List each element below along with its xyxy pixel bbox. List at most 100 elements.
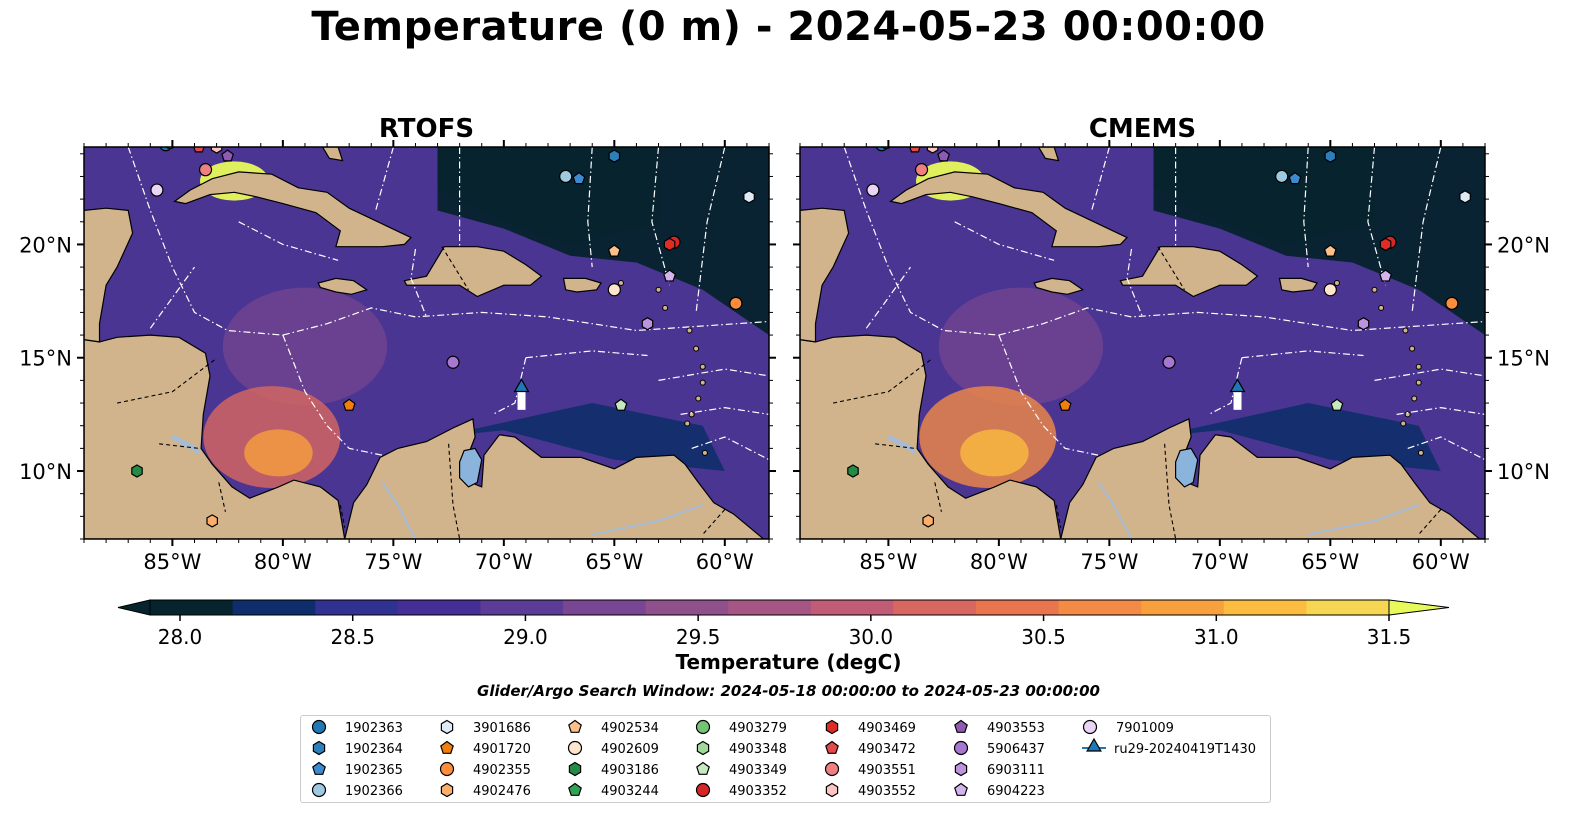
country-border bbox=[1055, 504, 1062, 528]
float-1902365 bbox=[1288, 171, 1302, 185]
legend: 1902363 1902364 1902365 1902366 3901686 49017… bbox=[300, 715, 1271, 803]
warm-central-region bbox=[938, 287, 1104, 406]
panel-title: CMEMS bbox=[1089, 114, 1196, 144]
legend-label: 1902365 bbox=[345, 763, 403, 778]
float-6903111 bbox=[641, 317, 654, 331]
central-america-land bbox=[84, 334, 346, 539]
map-frame bbox=[799, 146, 1486, 540]
warm-sw-core bbox=[244, 429, 313, 477]
legend-item: 1902366 bbox=[311, 782, 403, 799]
puerto-rico-land bbox=[1278, 277, 1319, 293]
map-content bbox=[800, 147, 1485, 539]
legend-marker bbox=[695, 719, 711, 735]
orinoco-river bbox=[1308, 504, 1420, 536]
legend-label: 5906437 bbox=[987, 742, 1045, 757]
float-1902364 bbox=[608, 149, 621, 163]
legend-label: 4902609 bbox=[601, 742, 659, 757]
legend-label: 3901686 bbox=[473, 721, 531, 736]
legend-item: 5906437 bbox=[953, 740, 1045, 757]
eez-boundary bbox=[410, 248, 428, 318]
eez-boundary bbox=[587, 147, 593, 268]
x-tick-label: 65°W bbox=[585, 550, 643, 574]
eez-boundary bbox=[1091, 147, 1110, 211]
float-4903472 bbox=[193, 147, 205, 153]
legend-label: 4903552 bbox=[858, 784, 916, 799]
legend-item: 4903469 bbox=[825, 719, 916, 736]
float-3901686 bbox=[1459, 190, 1471, 204]
float-4903552 bbox=[926, 147, 939, 154]
legend-item: 4903279 bbox=[695, 719, 787, 736]
legend-marker bbox=[696, 761, 710, 775]
small-island bbox=[1411, 395, 1418, 402]
small-island bbox=[1415, 379, 1422, 386]
search-window-text: Glider/Argo Search Window: 2024-05-18 00… bbox=[477, 682, 1100, 700]
float-4903186 bbox=[847, 464, 859, 478]
country-border bbox=[934, 482, 942, 512]
legend-label: 1902363 bbox=[345, 721, 403, 736]
legend-label: 7901009 bbox=[1116, 721, 1174, 736]
legend-marker bbox=[312, 761, 326, 775]
figure-title: Temperature (0 m) - 2024-05-23 00:00:00 bbox=[311, 4, 1266, 50]
legend-label: 4903349 bbox=[729, 763, 787, 778]
legend-marker bbox=[440, 719, 454, 735]
float-4903553 bbox=[221, 149, 235, 162]
colorbar-bin bbox=[232, 600, 316, 615]
legend-marker bbox=[1082, 719, 1098, 735]
south-america-land bbox=[1060, 418, 1485, 539]
country-border bbox=[448, 443, 461, 539]
x-tick-label: 80°W bbox=[970, 550, 1028, 574]
colorbar-tick-label: 30.0 bbox=[849, 625, 894, 649]
small-island bbox=[1409, 345, 1416, 352]
colorbar-bin bbox=[397, 600, 481, 615]
legend-marker bbox=[953, 740, 969, 756]
colorbar-tick-label: 28.5 bbox=[330, 625, 375, 649]
map-frame bbox=[83, 146, 770, 540]
legend-label: 4903553 bbox=[987, 721, 1045, 736]
float-4903349 bbox=[1330, 398, 1344, 411]
jamaica-land bbox=[317, 277, 369, 295]
legend-item: 4903352 bbox=[695, 782, 787, 799]
legend-item: 4902476 bbox=[440, 782, 531, 799]
colorbar-bin bbox=[315, 600, 399, 615]
river bbox=[1097, 481, 1133, 539]
small-island bbox=[699, 379, 706, 386]
cold-water-core bbox=[437, 147, 659, 245]
float-4901720 bbox=[1058, 398, 1072, 411]
map-panel-cmems: 85°W 80°W 75°W 70°W 65°W 60°W 20°N 15°N 10°N CMEM… bbox=[793, 114, 1550, 574]
small-island bbox=[688, 411, 695, 418]
float-6904223 bbox=[1379, 269, 1393, 282]
legend-label: 1902366 bbox=[345, 784, 403, 799]
legend-label: 4901720 bbox=[473, 742, 531, 757]
eez-boundary bbox=[238, 221, 339, 261]
float-7901009 bbox=[866, 183, 880, 197]
small-island bbox=[1333, 279, 1340, 286]
y-tick-label: 20°N bbox=[1497, 233, 1550, 257]
legend-item: 1902364 bbox=[312, 740, 403, 757]
colorbar-bin bbox=[1306, 600, 1390, 615]
legend-marker bbox=[440, 740, 454, 754]
float-4902534 bbox=[607, 244, 621, 257]
legend-label: 4903279 bbox=[729, 721, 787, 736]
legend-label: 4903244 bbox=[601, 784, 659, 799]
float-3901686 bbox=[743, 190, 755, 204]
cuba-land bbox=[889, 171, 1129, 248]
legend-marker bbox=[311, 719, 327, 735]
float-4903469 bbox=[663, 237, 676, 252]
legend-item: 4903552 bbox=[825, 782, 916, 799]
legend-marker bbox=[825, 740, 839, 754]
country-border bbox=[1157, 246, 1185, 291]
float-1902366 bbox=[1275, 169, 1289, 184]
legend-label: 4903186 bbox=[601, 763, 659, 778]
float-6903111 bbox=[1357, 317, 1370, 331]
float-4903551 bbox=[198, 163, 213, 177]
eez-boundary bbox=[1396, 406, 1485, 415]
glider-marker bbox=[1229, 378, 1246, 393]
legend-item: ru29-20240419T1430 bbox=[1082, 737, 1256, 757]
legend-marker bbox=[954, 782, 968, 796]
country-border bbox=[441, 246, 469, 291]
small-island bbox=[1415, 363, 1422, 370]
float-1902364 bbox=[1324, 149, 1337, 163]
float-5906437 bbox=[1162, 355, 1176, 369]
colorbar-extend-low bbox=[117, 599, 151, 616]
legend-marker bbox=[695, 782, 711, 798]
